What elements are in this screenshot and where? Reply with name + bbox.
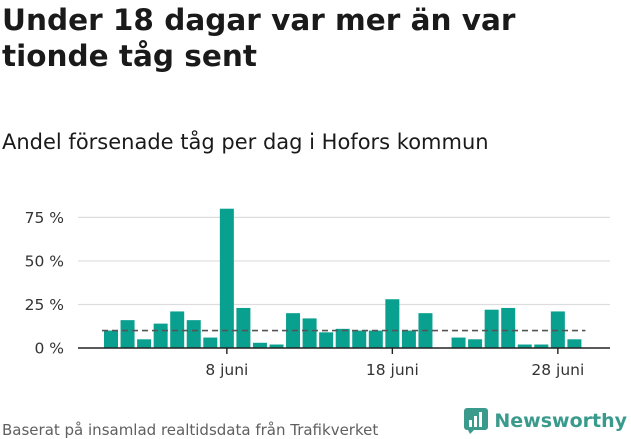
chart-subtitle: Andel försenade tåg per dag i Hofors kom… (2, 130, 489, 154)
source-note: Baserat på insamlad realtidsdata från Tr… (2, 421, 379, 439)
bar (252, 342, 267, 348)
bar (567, 339, 582, 348)
chart-title: Under 18 dagar var mer än var tionde tåg… (2, 3, 516, 73)
x-tick-label: 18 juni (366, 361, 419, 379)
bar (385, 299, 400, 348)
bar (401, 330, 416, 348)
bar (468, 339, 483, 348)
bar (517, 344, 532, 348)
bar (550, 311, 565, 348)
x-axis-ticks: 8 juni 18 juni 28 juni (205, 348, 584, 379)
y-tick-label: 75 % (25, 209, 64, 227)
bar (534, 344, 549, 348)
bar-chart: 0 % 25 % 50 % 75 % 8 juni 18 juni 28 juni (25, 208, 610, 379)
bar (335, 328, 350, 348)
bar (451, 337, 466, 348)
x-tick-label: 8 juni (205, 361, 248, 379)
bar (368, 330, 383, 348)
bar (170, 311, 185, 348)
newsworthy-logo-icon (464, 408, 489, 434)
y-tick-label: 0 % (34, 340, 64, 358)
bar (203, 337, 218, 348)
bar (120, 320, 135, 348)
gridlines (78, 216, 610, 306)
newsworthy-logo-text: Newsworthy (494, 410, 627, 432)
bar (319, 332, 334, 348)
bar (104, 330, 118, 348)
bar (352, 330, 367, 348)
y-tick-label: 25 % (25, 296, 64, 314)
bar (501, 307, 516, 348)
bar (219, 208, 234, 348)
bars (104, 208, 582, 348)
newsworthy-logo: Newsworthy (464, 408, 627, 434)
bar (236, 307, 251, 348)
x-tick-label: 28 juni (531, 361, 584, 379)
bar (302, 318, 317, 348)
y-axis-ticks: 0 % 25 % 50 % 75 % (25, 209, 64, 358)
bar (186, 320, 201, 348)
y-tick-label: 50 % (25, 252, 64, 270)
bar (484, 309, 499, 348)
bar (137, 339, 152, 348)
bar (269, 344, 284, 348)
bar (153, 323, 168, 348)
